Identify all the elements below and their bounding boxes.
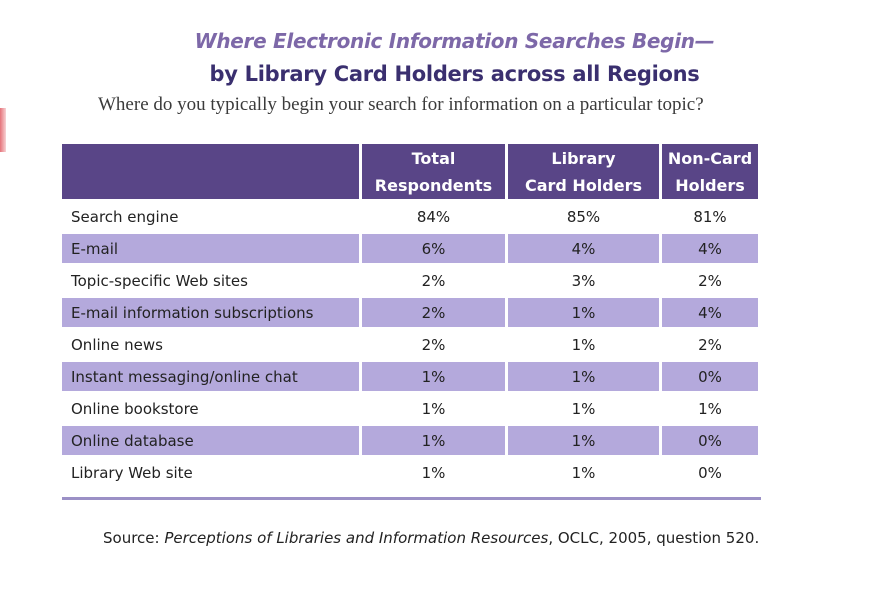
- cell-total-respondents: 1%: [421, 399, 446, 418]
- row-label: Library Web site: [71, 463, 193, 482]
- row-label: Online news: [71, 335, 163, 354]
- cell-library-card-holders: 3%: [571, 271, 596, 290]
- row-label: E-mail information subscriptions: [62, 298, 359, 327]
- source-suffix: , OCLC, 2005, question 520.: [548, 529, 760, 547]
- table-row: Topic-specific Web sites 2% 3% 2%: [62, 266, 758, 295]
- cell-non-card-holders: 4%: [662, 298, 758, 327]
- cell-library-card-holders: 1%: [571, 463, 596, 482]
- cell-total-respondents: 2%: [362, 298, 505, 327]
- header-card-line1: Library: [551, 148, 616, 168]
- header-total-line1: Total: [411, 148, 456, 168]
- cell-non-card-holders: 2%: [698, 271, 722, 290]
- source-title: Perceptions of Libraries and Information…: [164, 529, 549, 547]
- table-row: Online bookstore 1% 1% 1%: [62, 394, 758, 423]
- chart-title-line1: Where Electronic Information Searches Be…: [194, 29, 715, 53]
- cell-library-card-holders: 1%: [508, 426, 659, 455]
- cell-non-card-holders: 81%: [693, 207, 727, 226]
- table-row: Online database 1% 1% 0%: [62, 426, 758, 455]
- table-body: Search engine 84% 85% 81% E-mail 6% 4% 4% Topic-…: [62, 202, 758, 487]
- header-noncard-line2: Holders: [675, 175, 745, 195]
- cell-non-card-holders: 0%: [662, 362, 758, 391]
- cell-non-card-holders: 0%: [662, 426, 758, 455]
- header-blank: [62, 144, 359, 199]
- source-note: Source: Perceptions of Libraries and Inf…: [103, 529, 759, 547]
- cell-non-card-holders: 0%: [698, 463, 722, 482]
- cell-total-respondents: 84%: [416, 207, 451, 226]
- row-label: E-mail: [62, 234, 359, 263]
- cell-library-card-holders: 1%: [508, 298, 659, 327]
- table-row: E-mail information subscriptions 2% 1% 4%: [62, 298, 758, 327]
- table-row: Instant messaging/online chat 1% 1% 0%: [62, 362, 758, 391]
- table-row: Library Web site 1% 1% 0%: [62, 458, 758, 487]
- cell-total-respondents: 2%: [421, 335, 446, 354]
- row-label: Search engine: [71, 207, 179, 226]
- header-total-line2: Respondents: [374, 175, 493, 195]
- row-label: Topic-specific Web sites: [71, 271, 248, 290]
- cell-library-card-holders: 4%: [508, 234, 659, 263]
- cell-library-card-holders: 1%: [571, 335, 596, 354]
- row-label: Instant messaging/online chat: [62, 362, 359, 391]
- header-noncard-line1: Non-Card: [667, 148, 753, 168]
- header-card-line2: Card Holders: [524, 175, 643, 195]
- table-row: Search engine 84% 85% 81%: [62, 202, 758, 231]
- cell-non-card-holders: 2%: [698, 335, 722, 354]
- cell-total-respondents: 1%: [362, 426, 505, 455]
- cell-total-respondents: 6%: [362, 234, 505, 263]
- data-table: Total Respondents Library Card Holders N…: [59, 141, 761, 490]
- table-bottom-rule: [62, 497, 761, 500]
- cell-library-card-holders: 85%: [566, 207, 601, 226]
- cell-total-respondents: 1%: [362, 362, 505, 391]
- chart-subtitle: Where do you typically begin your search…: [98, 94, 704, 115]
- source-prefix: Source:: [103, 529, 165, 547]
- cell-total-respondents: 1%: [421, 463, 446, 482]
- table-header-row: Total Respondents Library Card Holders N…: [62, 144, 758, 199]
- cell-library-card-holders: 1%: [508, 362, 659, 391]
- cell-total-respondents: 2%: [421, 271, 446, 290]
- cell-non-card-holders: 1%: [698, 399, 722, 418]
- header-non-card-holders: Non-Card Holders: [662, 144, 758, 199]
- row-label: Online database: [62, 426, 359, 455]
- header-library-card-holders: Library Card Holders: [508, 144, 659, 199]
- edge-accent-mark: [0, 108, 6, 152]
- cell-library-card-holders: 1%: [571, 399, 596, 418]
- chart-title-line2: by Library Card Holders across all Regio…: [209, 62, 700, 86]
- table-row: E-mail 6% 4% 4%: [62, 234, 758, 263]
- header-total-respondents: Total Respondents: [362, 144, 505, 199]
- table-row: Online news 2% 1% 2%: [62, 330, 758, 359]
- cell-non-card-holders: 4%: [662, 234, 758, 263]
- row-label: Online bookstore: [71, 399, 199, 418]
